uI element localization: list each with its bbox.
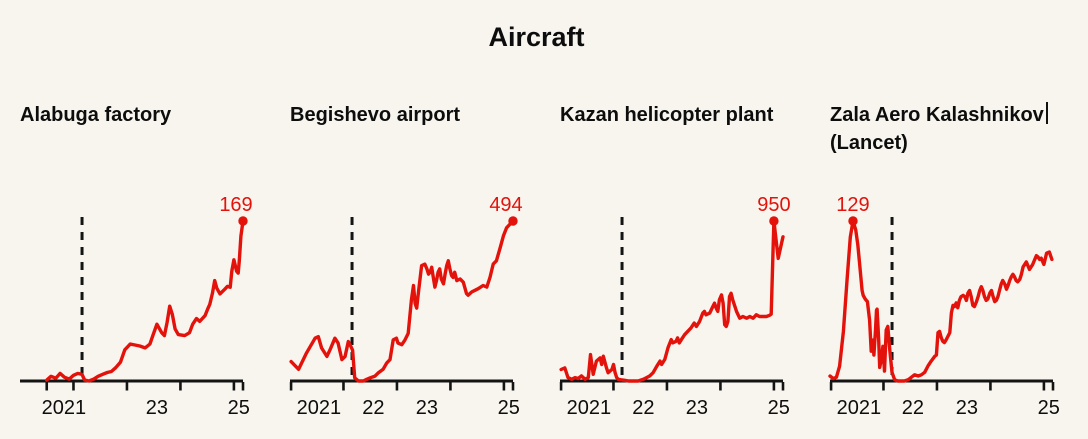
chart-subtitle-line1: Alabuga factory	[20, 104, 172, 126]
line-chart-kazan-helicopter-plant: 2021 22 23 25 950	[559, 194, 791, 419]
svg-text:169: 169	[219, 194, 252, 216]
svg-text:2021: 2021	[42, 397, 87, 419]
text-caret	[1045, 102, 1048, 124]
chart-subtitle: Kazan helicopter plant	[560, 101, 810, 129]
svg-text:22: 22	[362, 397, 384, 419]
svg-text:129: 129	[836, 194, 869, 216]
svg-text:2021: 2021	[567, 397, 612, 419]
svg-text:23: 23	[956, 397, 978, 419]
line-chart-alabuga-factory: 2021 23 25 169	[20, 194, 253, 419]
chart-subtitle-line1: Begishevo airport	[290, 104, 461, 126]
svg-text:25: 25	[1038, 397, 1060, 419]
chart-panel-begishevo-airport: Begishevo airport 2021 22 23 25 494	[289, 0, 542, 439]
svg-text:25: 25	[498, 397, 520, 419]
line-chart-zala-aero-kalashnikov: 2021 22 23 25 129	[828, 194, 1060, 419]
svg-text:25: 25	[228, 397, 250, 419]
svg-text:22: 22	[902, 397, 924, 419]
chart-subtitle-line1: Kazan helicopter plant	[560, 104, 774, 126]
line-chart-begishevo-airport: 2021 22 23 25 494	[289, 194, 523, 419]
page-title: Aircraft	[488, 22, 585, 52]
chart-panel-zala-aero-kalashnikov: Zala Aero Kalashnikov (Lancet) 2021 22 23 2…	[828, 0, 1082, 439]
svg-text:494: 494	[489, 194, 522, 216]
chart-subtitle: Begishevo airport	[290, 101, 540, 129]
chart-subtitle-line1: Zala Aero Kalashnikov	[830, 104, 1044, 126]
svg-text:2021: 2021	[837, 397, 882, 419]
chart-panel-kazan-helicopter-plant: Kazan helicopter plant 2021 22 23 25 950	[559, 0, 812, 439]
svg-text:950: 950	[757, 194, 790, 216]
chart-panel-alabuga-factory: Alabuga factory 2021 23 25 169	[20, 0, 272, 439]
svg-text:23: 23	[416, 397, 438, 419]
chart-subtitle: Zala Aero Kalashnikov (Lancet)	[830, 101, 1080, 157]
svg-text:2021: 2021	[297, 397, 342, 419]
chart-subtitle-line2: (Lancet)	[830, 132, 908, 154]
svg-text:25: 25	[768, 397, 790, 419]
chart-subtitle: Alabuga factory	[20, 101, 270, 129]
svg-text:23: 23	[686, 397, 708, 419]
svg-text:22: 22	[632, 397, 654, 419]
svg-text:23: 23	[146, 397, 168, 419]
